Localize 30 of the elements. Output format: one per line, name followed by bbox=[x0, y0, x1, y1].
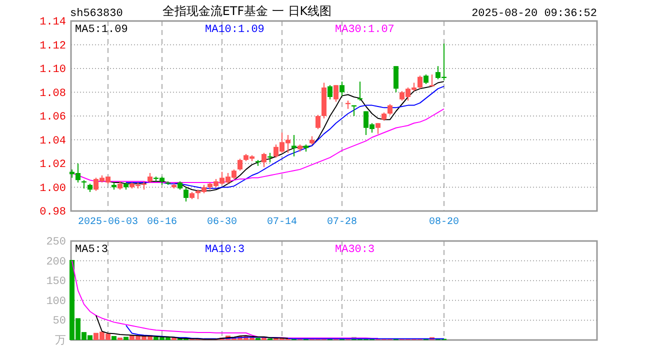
y-tick-label: 150 bbox=[46, 276, 66, 288]
y-tick-label: 1.14 bbox=[40, 16, 66, 29]
y-tick-label: 100 bbox=[46, 296, 66, 308]
y-tick-label: 1.12 bbox=[40, 40, 66, 52]
y-tick-label: 1.04 bbox=[40, 135, 66, 148]
y-tick-label: 1.08 bbox=[40, 88, 66, 100]
y-tick-label: 1.00 bbox=[40, 182, 66, 195]
chart-subtitle: sh563830 bbox=[70, 8, 123, 20]
y-tick-label: 万 bbox=[55, 334, 66, 348]
text: MA30:3 bbox=[335, 244, 375, 256]
text: MA5:3 bbox=[75, 244, 108, 256]
y-tick-label: 1.06 bbox=[40, 112, 66, 124]
y-tick-label: 50 bbox=[52, 316, 66, 328]
y-tick-label: 0.98 bbox=[40, 206, 66, 219]
x-tick-label: 06-16 bbox=[146, 217, 178, 228]
text: MA5:1.09 bbox=[75, 24, 128, 36]
text: 2025-08-20 09:36:52 bbox=[472, 8, 597, 20]
text: MA30:1.07 bbox=[335, 24, 394, 36]
y-tick-label: 1.02 bbox=[40, 159, 66, 172]
y-tick-label: 250 bbox=[46, 236, 66, 249]
y-tick-label: 1.10 bbox=[40, 64, 66, 76]
x-tick-label: 06-30 bbox=[206, 217, 238, 228]
x-tick-label: 08-20 bbox=[428, 217, 460, 228]
y-tick-label: 200 bbox=[46, 256, 66, 268]
text: MA10:1.09 bbox=[205, 24, 264, 36]
chart-title: 全指现金流ETF基金 一 日K线图 bbox=[162, 4, 332, 18]
x-tick-label: 07-14 bbox=[266, 217, 298, 228]
x-tick-label: 07-28 bbox=[326, 217, 358, 228]
x-tick-label: 2025-06-03 bbox=[78, 217, 138, 228]
text: MA10:3 bbox=[205, 244, 245, 256]
